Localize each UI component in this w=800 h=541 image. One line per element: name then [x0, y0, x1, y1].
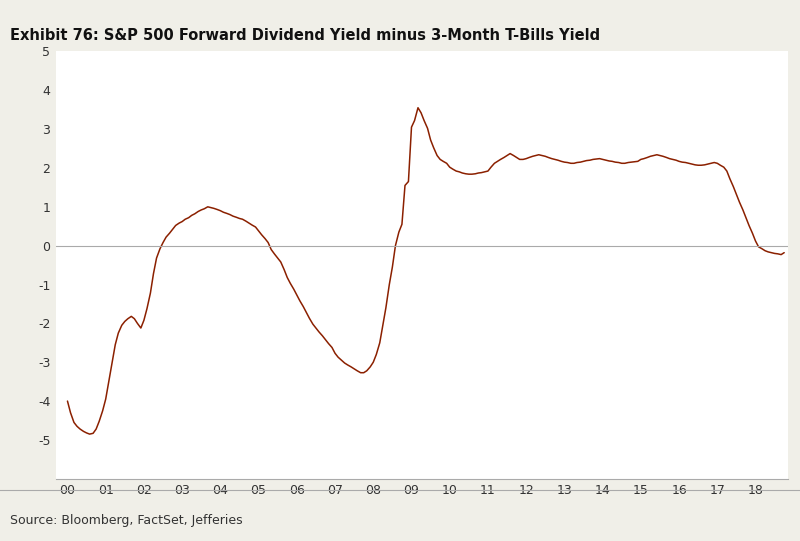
- Text: Source: Bloomberg, FactSet, Jefferies: Source: Bloomberg, FactSet, Jefferies: [10, 514, 242, 527]
- Text: Exhibit 76: S&P 500 Forward Dividend Yield minus 3-Month T-Bills Yield: Exhibit 76: S&P 500 Forward Dividend Yie…: [10, 28, 600, 43]
